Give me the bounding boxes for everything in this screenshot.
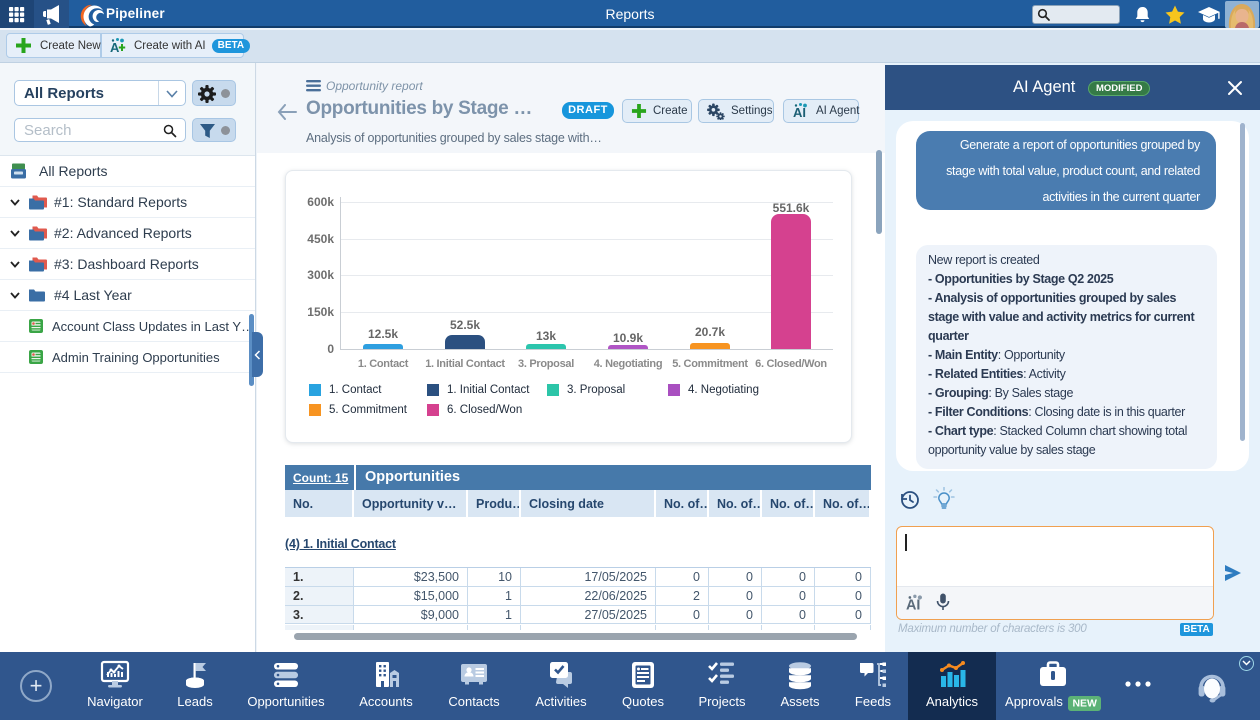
svg-text:AI: AI: [793, 105, 806, 120]
svg-text:AI: AI: [906, 598, 920, 613]
svg-text:A: A: [110, 40, 120, 55]
